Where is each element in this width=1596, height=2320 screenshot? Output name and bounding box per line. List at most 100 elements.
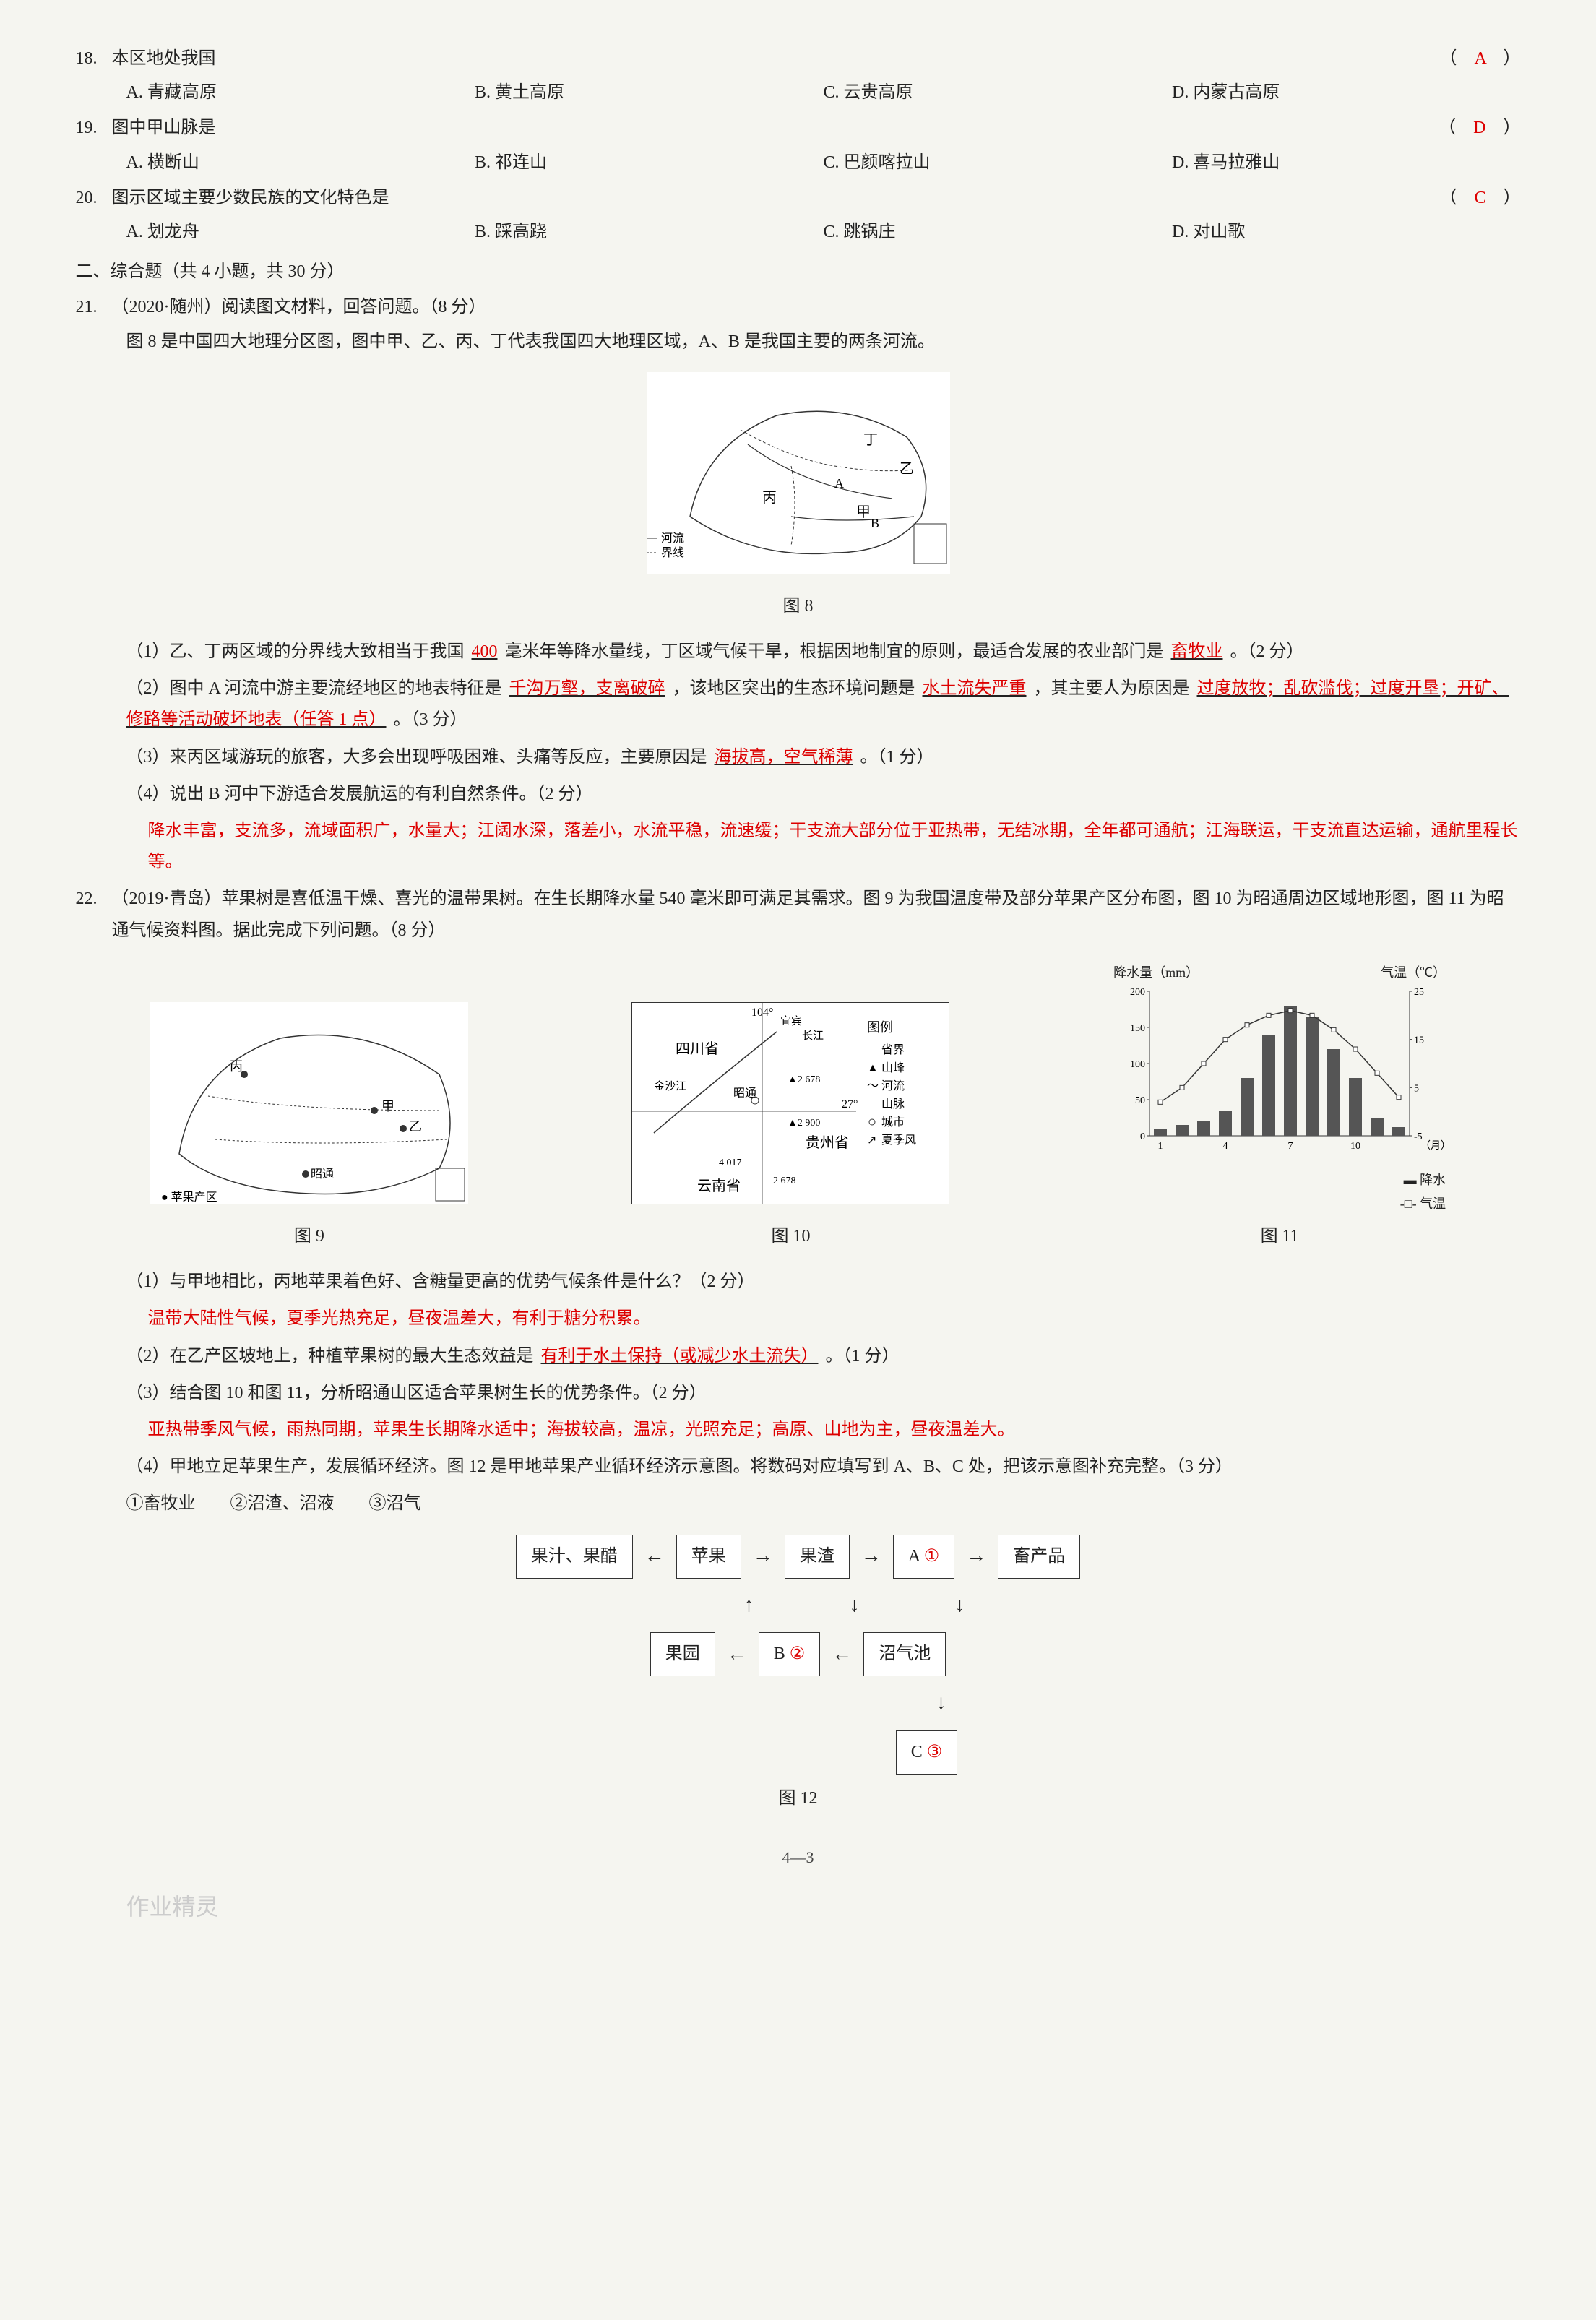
- q21-sub2: （2）图中 A 河流中游主要流经地区的地表特征是 千沟万壑，支离破碎 ，该地区突…: [76, 673, 1521, 736]
- arrow-icon: ↓: [955, 1587, 965, 1623]
- svg-text:河流: 河流: [661, 532, 684, 545]
- flow-apple: 苹果: [676, 1535, 741, 1579]
- svg-text:0: 0: [1140, 1131, 1145, 1142]
- q19-opt-d: D. 喜马拉雅山: [1172, 147, 1521, 178]
- svg-text:甲: 甲: [856, 504, 871, 520]
- q21-sub3-blank1: 海拔高，空气稀薄: [712, 748, 856, 767]
- q22-sub2-a: （2）在乙产区坡地上，种植苹果树的最大生态效益是: [126, 1347, 534, 1366]
- arrow-icon: ←: [727, 1636, 747, 1673]
- q19-line: 19. 图中甲山脉是 （ D ）: [76, 113, 1521, 144]
- svg-text:2 678: 2 678: [773, 1176, 796, 1186]
- svg-text:山脉: 山脉: [881, 1098, 905, 1111]
- q18-opt-d: D. 内蒙古高原: [1172, 77, 1521, 108]
- svg-text:云南省: 云南省: [697, 1178, 741, 1194]
- fig11-caption: 图 11: [1113, 1221, 1446, 1252]
- fig-row-9-10-11: 丙 甲 乙 昭通 ● 苹果产区 图 9 104° 27° 四川省 贵州省 云南省…: [76, 961, 1521, 1253]
- svg-text:～: ～: [867, 1080, 879, 1092]
- svg-text:省界: 省界: [881, 1043, 905, 1056]
- svg-text:B: B: [871, 516, 879, 530]
- svg-text:图例: 图例: [867, 1020, 893, 1035]
- fig9-map: 丙 甲 乙 昭通 ● 苹果产区: [150, 1002, 468, 1204]
- fig10-map: 104° 27° 四川省 贵州省 云南省 昭通 宜宾 长江 金沙江 ▲2 678…: [631, 1002, 949, 1204]
- q18-answer: A: [1474, 49, 1485, 68]
- arrow-icon: →: [861, 1538, 881, 1574]
- q21-sub1-blank2: 畜牧业: [1168, 642, 1226, 661]
- q21-sub1: （1）乙、丁两区域的分界线大致相当于我国 400 毫米年等降水量线，丁区域气候干…: [76, 637, 1521, 668]
- fig8-caption: 图 8: [76, 591, 1521, 622]
- legend-precip: ▬ 降水: [1404, 1168, 1446, 1191]
- q21-sub1-c: 。（2 分）: [1230, 642, 1304, 661]
- svg-text:100: 100: [1130, 1059, 1145, 1070]
- svg-text:5: 5: [1414, 1083, 1419, 1094]
- q20-num: 20.: [76, 183, 112, 214]
- q21-instruction: 图 8 是中国四大地理分区图，图中甲、乙、丙、丁代表我国四大地理区域，A、B 是…: [76, 327, 1521, 358]
- svg-text:夏季风: 夏季风: [881, 1134, 916, 1147]
- svg-text:河流: 河流: [881, 1079, 905, 1092]
- svg-text:A: A: [834, 476, 844, 491]
- q21-sub2-blank2: 水土流失严重: [920, 679, 1030, 698]
- q18-line: 18. 本区地处我国 （ A ）: [76, 43, 1521, 74]
- precip-axis-label: 降水量（mm）: [1113, 961, 1199, 984]
- svg-text:丁: 丁: [863, 432, 878, 448]
- q20-options: A. 划龙舟 B. 踩高跷 C. 跳锅庄 D. 对山歌: [76, 217, 1521, 248]
- svg-text:● 苹果产区: ● 苹果产区: [161, 1191, 217, 1204]
- q22-sub2: （2）在乙产区坡地上，种植苹果树的最大生态效益是 有利于水土保持（或减少水土流失…: [76, 1341, 1521, 1372]
- svg-text:27°: 27°: [842, 1098, 858, 1111]
- fig10-caption: 图 10: [631, 1221, 949, 1252]
- q22-sub3: （3）结合图 10 和图 11，分析昭通山区适合苹果树生长的优势条件。（2 分）: [76, 1378, 1521, 1409]
- fig10-col: 104° 27° 四川省 贵州省 云南省 昭通 宜宾 长江 金沙江 ▲2 678…: [631, 1002, 949, 1252]
- q21-num: 21.: [76, 292, 112, 323]
- q22-sub3-a: （3）结合图 10 和图 11，分析昭通山区适合苹果树生长的优势条件。（2 分）: [126, 1384, 707, 1402]
- section2-header: 二、综合题（共 4 小题，共 30 分）: [76, 256, 1521, 288]
- q21-sub1-a: （1）乙、丁两区域的分界线大致相当于我国: [126, 642, 465, 661]
- q19-opt-b: B. 祁连山: [475, 147, 824, 178]
- q22-text: （2019·青岛）苹果树是喜低温干燥、喜光的温带果树。在生长期降水量 540 毫…: [112, 884, 1521, 946]
- q18-text: 本区地处我国: [112, 43, 1425, 74]
- q21-sub2-b: ，该地区突出的生态环境问题是: [673, 679, 915, 698]
- q18-options: A. 青藏高原 B. 黄土高原 C. 云贵高原 D. 内蒙古高原: [76, 77, 1521, 108]
- arrow-icon: ←: [832, 1636, 852, 1673]
- q20-opt-b: B. 踩高跷: [475, 217, 824, 248]
- q21-sub2-d: 。（3 分）: [394, 710, 467, 729]
- q20-opt-d: D. 对山歌: [1172, 217, 1521, 248]
- q22-sub1-a: （1）与甲地相比，丙地苹果着色好、含糖量更高的优势气候条件是什么？（2 分）: [126, 1272, 755, 1291]
- q21-sub1-blank1: 400: [469, 642, 501, 661]
- q18-num: 18.: [76, 43, 112, 74]
- flow-residue: 果渣: [785, 1535, 850, 1579]
- flow-boxB: B ②: [759, 1632, 821, 1676]
- q21-sub3: （3）来丙区域游玩的旅客，大多会出现呼吸困难、头痛等反应，主要原因是 海拔高，空…: [76, 742, 1521, 773]
- q20-text: 图示区域主要少数民族的文化特色是: [112, 183, 1425, 214]
- temp-axis-label: 气温（℃）: [1381, 961, 1446, 984]
- q22-sub4: （4）甲地立足苹果生产，发展循环经济。图 12 是甲地苹果产业循环经济示意图。将…: [76, 1452, 1521, 1483]
- svg-text:15: 15: [1414, 1035, 1424, 1046]
- q21-text: （2020·随州）阅读图文材料，回答问题。（8 分）: [112, 292, 1521, 323]
- svg-text:150: 150: [1130, 1023, 1145, 1034]
- arrow-icon: ↓: [850, 1587, 860, 1623]
- q18-opt-b: B. 黄土高原: [475, 77, 824, 108]
- watermark: 作业精灵: [76, 1886, 1521, 1928]
- q19-answer: D: [1473, 118, 1485, 137]
- q22-num: 22.: [76, 884, 112, 915]
- q19-opt-c: C. 巴颜喀拉山: [824, 147, 1173, 178]
- q22-sub1: （1）与甲地相比，丙地苹果着色好、含糖量更高的优势气候条件是什么？（2 分）: [76, 1267, 1521, 1298]
- q22-line: 22. （2019·青岛）苹果树是喜低温干燥、喜光的温带果树。在生长期降水量 5…: [76, 884, 1521, 946]
- q22-sub4-a: （4）甲地立足苹果生产，发展循环经济。图 12 是甲地苹果产业循环经济示意图。将…: [126, 1457, 1233, 1476]
- q20-opt-c: C. 跳锅庄: [824, 217, 1173, 248]
- q19-opt-a: A. 横断山: [126, 147, 475, 178]
- svg-text:宜宾: 宜宾: [780, 1015, 802, 1027]
- arrow-icon: →: [966, 1538, 986, 1574]
- q22-sub3-answer: 亚热带季风气候，雨热同期，苹果生长期降水适中；海拔较高，温凉，光照充足；高原、山…: [76, 1415, 1521, 1446]
- fig8-map: 丁 乙 丙 甲 A B 河流 界线: [647, 372, 950, 574]
- flow-biogas: 沼气池: [863, 1632, 946, 1676]
- q21-sub2-a: （2）图中 A 河流中游主要流经地区的地表特征是: [126, 679, 502, 698]
- fig11-col: 降水量（mm） 气温（℃） 050100150200-55152514710（月…: [1113, 961, 1446, 1253]
- svg-text:50: 50: [1135, 1095, 1145, 1106]
- q20-answer-paren: （ C ）: [1425, 183, 1520, 214]
- fig9-caption: 图 9: [150, 1221, 468, 1252]
- q21-sub3-a: （3）来丙区域游玩的旅客，大多会出现呼吸困难、头痛等反应，主要原因是: [126, 748, 707, 767]
- q21-sub3-b: 。（1 分）: [860, 748, 934, 767]
- q19-text: 图中甲山脉是: [112, 113, 1425, 144]
- q21-sub1-b: 毫米年等降水量线，丁区域气候干旱，根据因地制宜的原则，最适合发展的农业部门是: [505, 642, 1164, 661]
- svg-text:山峰: 山峰: [881, 1061, 905, 1074]
- flow-orchard: 果园: [650, 1632, 715, 1676]
